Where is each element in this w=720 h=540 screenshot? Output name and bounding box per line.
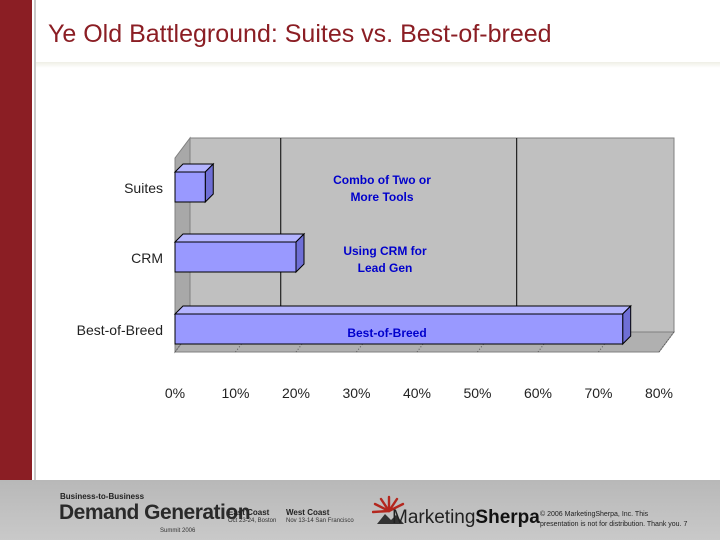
bar (174, 171, 206, 203)
accent-side-bar (0, 0, 36, 480)
x-tick-label: 10% (221, 385, 249, 401)
footer-summit: Summit 2006 (160, 528, 196, 534)
bar (174, 313, 624, 345)
category-label: Best-of-Breed (77, 322, 163, 338)
footer-west-detail: Nov 13-14 San Francisco (286, 518, 354, 524)
x-tick-label: 60% (524, 385, 552, 401)
bar (174, 241, 297, 273)
footer-b2b: Business-to-Business (60, 492, 145, 501)
floor-tick-guide (658, 331, 675, 353)
x-tick-label: 80% (645, 385, 673, 401)
x-tick-label: 40% (403, 385, 431, 401)
x-tick-label: 20% (282, 385, 310, 401)
copyright-notice: © 2006 MarketingSherpa, Inc. This presen… (540, 510, 716, 530)
copyright-line-1: © 2006 MarketingSherpa, Inc. This (540, 511, 649, 518)
bar-data-label: Best-of-Breed (347, 326, 426, 340)
bar-chart: Suites CRM Best-of-Breed Combo of Two or Mor… (77, 136, 675, 401)
bar-data-label: Using CRM for Lead Gen (343, 244, 427, 275)
x-tick-label: 0% (165, 385, 185, 401)
footer-brand: Demand Generation (59, 501, 251, 524)
logo-sherpa: Sherpa (475, 507, 540, 528)
logo-marketing: Marketing (392, 507, 476, 528)
bar-data-label: Combo of Two or More Tools (333, 173, 431, 204)
category-label: Suites (124, 180, 163, 196)
marketingsherpa-logo-text: MarketingSherpa (392, 507, 540, 529)
x-tick-label: 30% (342, 385, 370, 401)
copyright-line-2: presentation is not for distribution. Th… (540, 521, 682, 528)
footer-east-head: East Coast (228, 508, 270, 517)
footer-band: Business-to-Business Demand Generation S… (0, 480, 720, 540)
footer-east-detail: Oct 23-24, Boston (228, 518, 277, 524)
slide-title: Ye Old Battleground: Suites vs. Best-of-… (48, 20, 552, 48)
bar-top-face (173, 305, 632, 315)
footer-west-head: West Coast (286, 508, 330, 517)
page-number: 7 (683, 521, 688, 528)
marketingsherpa-sun-icon (372, 495, 405, 524)
accent-line (34, 0, 36, 480)
title-rule (36, 62, 720, 68)
category-label: CRM (131, 250, 163, 266)
x-tick-label: 70% (584, 385, 612, 401)
bar-top-face (173, 233, 306, 243)
x-tick-label: 50% (463, 385, 491, 401)
